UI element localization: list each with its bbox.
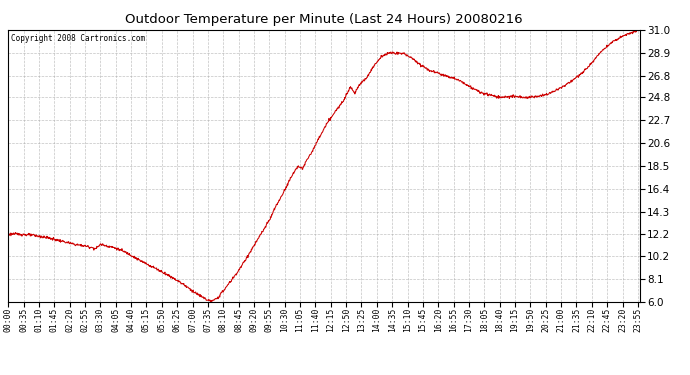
Text: Outdoor Temperature per Minute (Last 24 Hours) 20080216: Outdoor Temperature per Minute (Last 24 … xyxy=(126,13,523,26)
Text: Copyright 2008 Cartronics.com: Copyright 2008 Cartronics.com xyxy=(12,34,146,43)
